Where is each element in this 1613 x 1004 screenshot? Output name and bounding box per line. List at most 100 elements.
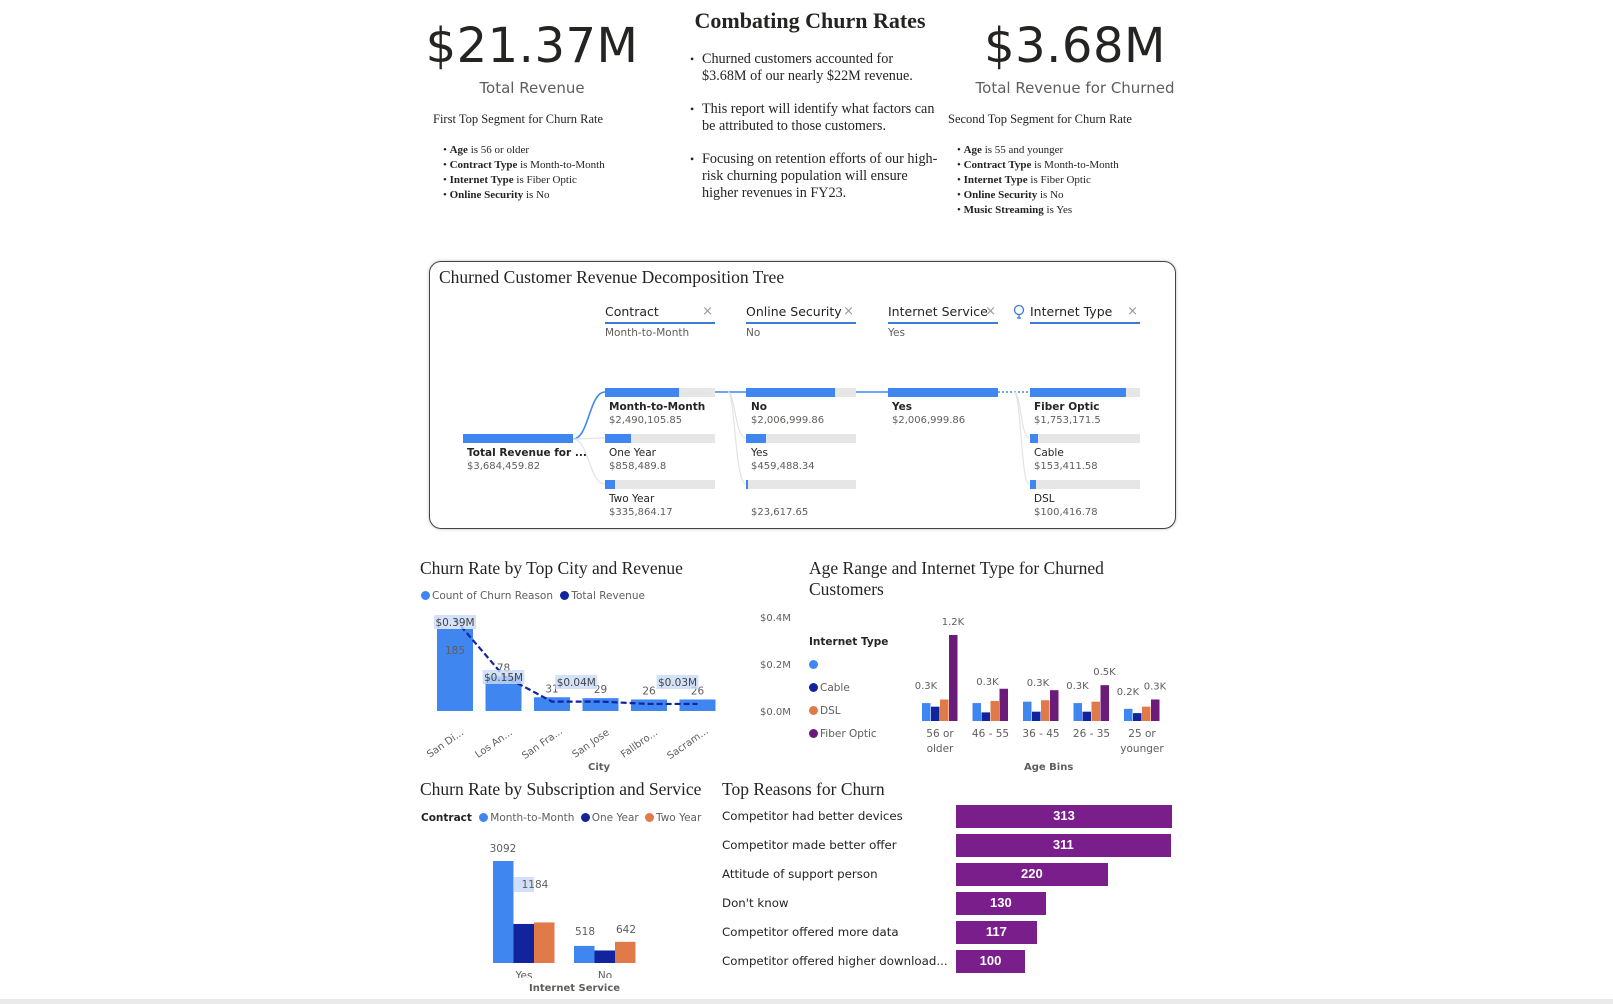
level-header-contract[interactable]: Contract × (605, 304, 715, 324)
legend-item[interactable]: Cable (809, 677, 877, 700)
legend-dot (809, 729, 818, 738)
summary-bullet: Churned customers accounted for $3.68M o… (690, 51, 940, 85)
tree-node-label: DSL (1034, 493, 1055, 505)
tree-node-value: $153,411.58 (1034, 461, 1098, 472)
age-bar (972, 703, 981, 721)
tree-node-bar[interactable] (746, 388, 856, 397)
bottom-scrollbar-strip[interactable] (0, 999, 1613, 1004)
legend-label[interactable]: One Year (591, 812, 639, 824)
x-tick-label: younger (1120, 743, 1164, 755)
x-tick-label: Sacram... (665, 726, 710, 762)
age-legend: Cable DSL Fiber Optic (809, 654, 877, 746)
segment-item: Internet Type is Fiber Optic (957, 173, 1119, 188)
level-name: Internet Service (888, 304, 988, 319)
legend-dot (809, 683, 818, 692)
legend-label[interactable]: Two Year (656, 812, 702, 824)
tree-node-bar[interactable] (605, 480, 715, 489)
node-fill (1030, 480, 1036, 489)
close-icon[interactable]: × (1127, 304, 1138, 319)
revenue-label: $0.39M (435, 617, 474, 629)
tree-node-bar[interactable] (463, 434, 573, 443)
churned-revenue-label: Total Revenue for Churned (975, 79, 1175, 97)
close-icon[interactable]: × (843, 304, 854, 319)
second-segment-list: Age is 55 and younger Contract Type is M… (957, 143, 1119, 218)
legend-title: Contract (421, 812, 472, 824)
data-label: 0.5K (1093, 667, 1116, 678)
tree-node-bar[interactable] (746, 480, 856, 489)
data-label-bg (514, 877, 534, 892)
tree-node-bar[interactable] (746, 434, 856, 443)
age-bar (1124, 708, 1133, 721)
lightbulb-icon[interactable] (1013, 304, 1025, 320)
revenue-label: $0.04M (557, 677, 596, 689)
node-fill (1030, 434, 1039, 443)
node-fill (605, 434, 631, 443)
tree-node-bar[interactable] (888, 388, 998, 397)
level-header-internet-service[interactable]: Internet Service × (888, 304, 998, 324)
reason-bar[interactable]: 311 (956, 834, 1171, 857)
tree-node-bar[interactable] (605, 434, 715, 443)
reason-label: Don't know (722, 896, 789, 910)
node-fill (605, 480, 615, 489)
age-chart[interactable]: 0.3K 1.2K 56 or older 0.3K 46 - 55 0.3K 36 - 45… (910, 610, 1180, 765)
legend-label[interactable]: Count of Churn Reason (432, 590, 554, 602)
legend-label[interactable]: Month-to-Month (490, 812, 575, 824)
age-bar (1023, 701, 1032, 721)
node-fill (888, 388, 998, 397)
age-bar (922, 703, 931, 721)
legend-dot (479, 813, 489, 822)
legend-item[interactable]: Fiber Optic (809, 723, 877, 746)
data-label: 1184 (522, 879, 549, 891)
data-label: 0.3K (1066, 681, 1089, 692)
data-label: 0.3K (976, 677, 999, 688)
legend-dot (421, 591, 430, 600)
x-tick-label: San Fra... (520, 726, 565, 762)
total-revenue-label: Total Revenue (479, 79, 585, 97)
x-tick-label: older (927, 743, 954, 755)
age-bar (940, 699, 949, 721)
tree-node-bar[interactable] (1030, 434, 1140, 443)
revenue-label-bg (656, 675, 699, 689)
level-header-online-security[interactable]: Online Security × (746, 304, 856, 324)
data-label: 26 (642, 685, 656, 697)
reason-bar[interactable]: 130 (956, 892, 1046, 915)
reason-bar[interactable]: 313 (956, 805, 1172, 828)
tree-node-label: Cable (1034, 447, 1064, 459)
reason-bar[interactable]: 117 (956, 921, 1037, 944)
tree-node-value: $335,864.17 (609, 507, 673, 518)
tree-node-bar[interactable] (1030, 480, 1140, 489)
summary-bullet: This report will identify what factors c… (690, 101, 940, 135)
tree-node-value: $858,489.8 (609, 461, 667, 472)
level-header-internet-type[interactable]: Internet Type × (1030, 304, 1140, 324)
city-bar (582, 698, 619, 711)
legend-item[interactable]: DSL (809, 700, 877, 723)
sub-chart[interactable]: Yes No 3092 1184 518 642 (480, 838, 660, 978)
city-bar (534, 697, 570, 711)
close-icon[interactable]: × (985, 304, 996, 319)
reason-bar[interactable]: 220 (956, 863, 1108, 886)
reason-bar[interactable]: 100 (956, 950, 1025, 973)
tree-node-value: $1,753,171.5 (1034, 415, 1101, 426)
x-tick-label: Los An... (473, 727, 514, 760)
data-label: 0.3K (1144, 682, 1167, 693)
tree-node-value: $459,488.34 (751, 461, 815, 472)
close-icon[interactable]: × (702, 304, 713, 319)
tree-node-bar[interactable] (1030, 388, 1140, 397)
reason-label: Competitor offered more data (722, 925, 899, 939)
legend-label[interactable]: Total Revenue (571, 590, 645, 602)
data-label: 1.2K (942, 617, 965, 628)
tree-node-value: $2,490,105.85 (609, 415, 683, 426)
summary-bullets: Churned customers accounted for $3.68M o… (690, 51, 940, 218)
revenue-label: $0.03M (658, 677, 697, 689)
revenue-line (454, 618, 698, 706)
city-chart-title: Churn Rate by Top City and Revenue (420, 558, 683, 578)
tree-node-bar[interactable] (605, 388, 715, 397)
reason-label: Attitude of support person (722, 867, 878, 881)
sub-bar (615, 941, 636, 963)
legend-item[interactable] (809, 654, 877, 677)
data-label: 0.3K (915, 681, 938, 692)
data-label: 642 (616, 924, 636, 936)
revenue-label-bg (555, 675, 598, 689)
sub-chart-title: Churn Rate by Subscription and Service (420, 779, 702, 799)
